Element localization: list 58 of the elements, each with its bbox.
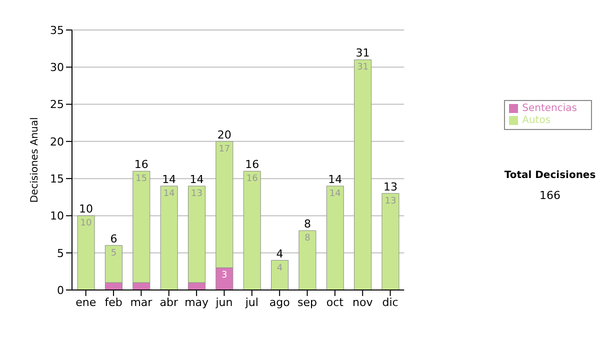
total-label: 16 (245, 158, 260, 172)
total-label: 14 (328, 173, 342, 186)
bar (77, 215, 95, 290)
y-axis-title: Decisiones Anual (30, 117, 41, 203)
data-label: 5 (110, 248, 117, 258)
data-label: 8 (304, 234, 311, 244)
y-tick-label: 30 (50, 61, 64, 74)
bar (326, 186, 344, 290)
total-label: 20 (217, 128, 232, 142)
data-label: 14 (163, 189, 176, 199)
x-tick-label: feb (104, 296, 122, 309)
total-label: 13 (383, 180, 398, 194)
x-tick-label: jun (214, 296, 233, 309)
x-tick-label: ago (269, 296, 290, 309)
x-tick-label: mar (130, 296, 153, 309)
y-tick-label: 5 (57, 246, 64, 260)
legend-label: Sentencias (522, 103, 577, 114)
x-tick-label: ene (76, 296, 96, 309)
total-label: 14 (162, 173, 176, 186)
total-label: 10 (79, 202, 94, 216)
bar (298, 230, 316, 290)
text: Total Decisiones (503, 170, 597, 181)
x-tick-label: oct (326, 296, 344, 309)
bar (382, 193, 400, 290)
bar (160, 186, 178, 290)
data-label: 17 (218, 144, 230, 154)
y-tick-label: 10 (50, 210, 64, 223)
y-tick-label: 25 (50, 98, 64, 112)
x-tick-label: nov (352, 296, 374, 309)
bar (243, 170, 261, 290)
y-tick-label: 20 (50, 135, 64, 148)
x-tick-label: dic (382, 296, 398, 309)
total-label: 16 (134, 158, 148, 172)
total-label: 8 (304, 218, 311, 231)
data-label: 13 (384, 196, 396, 206)
total-label: 31 (356, 46, 370, 60)
data-label: 10 (80, 218, 92, 229)
data-label: 31 (357, 62, 369, 73)
data-label: 4 (276, 263, 283, 274)
legend-label: Autos (522, 115, 551, 126)
data-label: 14 (329, 189, 342, 199)
x-tick-label: may (184, 296, 210, 309)
x-tick-label: jul (244, 296, 258, 309)
y-tick-label: 35 (50, 24, 64, 37)
bar (354, 59, 372, 290)
text: 166 (538, 189, 562, 202)
y-tick-label: 15 (50, 172, 64, 186)
total-label: 14 (190, 173, 204, 186)
x-tick-label: abr (160, 296, 178, 309)
total-label: 4 (276, 247, 284, 260)
y-tick-label: 0 (57, 284, 64, 297)
data-label: 15 (136, 174, 148, 184)
total-label: 6 (110, 232, 118, 246)
data-label: 13 (191, 189, 202, 199)
x-tick-label: sep (298, 296, 318, 309)
data-label: 16 (246, 174, 258, 184)
bar (271, 260, 289, 290)
data-label: 3 (222, 270, 228, 281)
